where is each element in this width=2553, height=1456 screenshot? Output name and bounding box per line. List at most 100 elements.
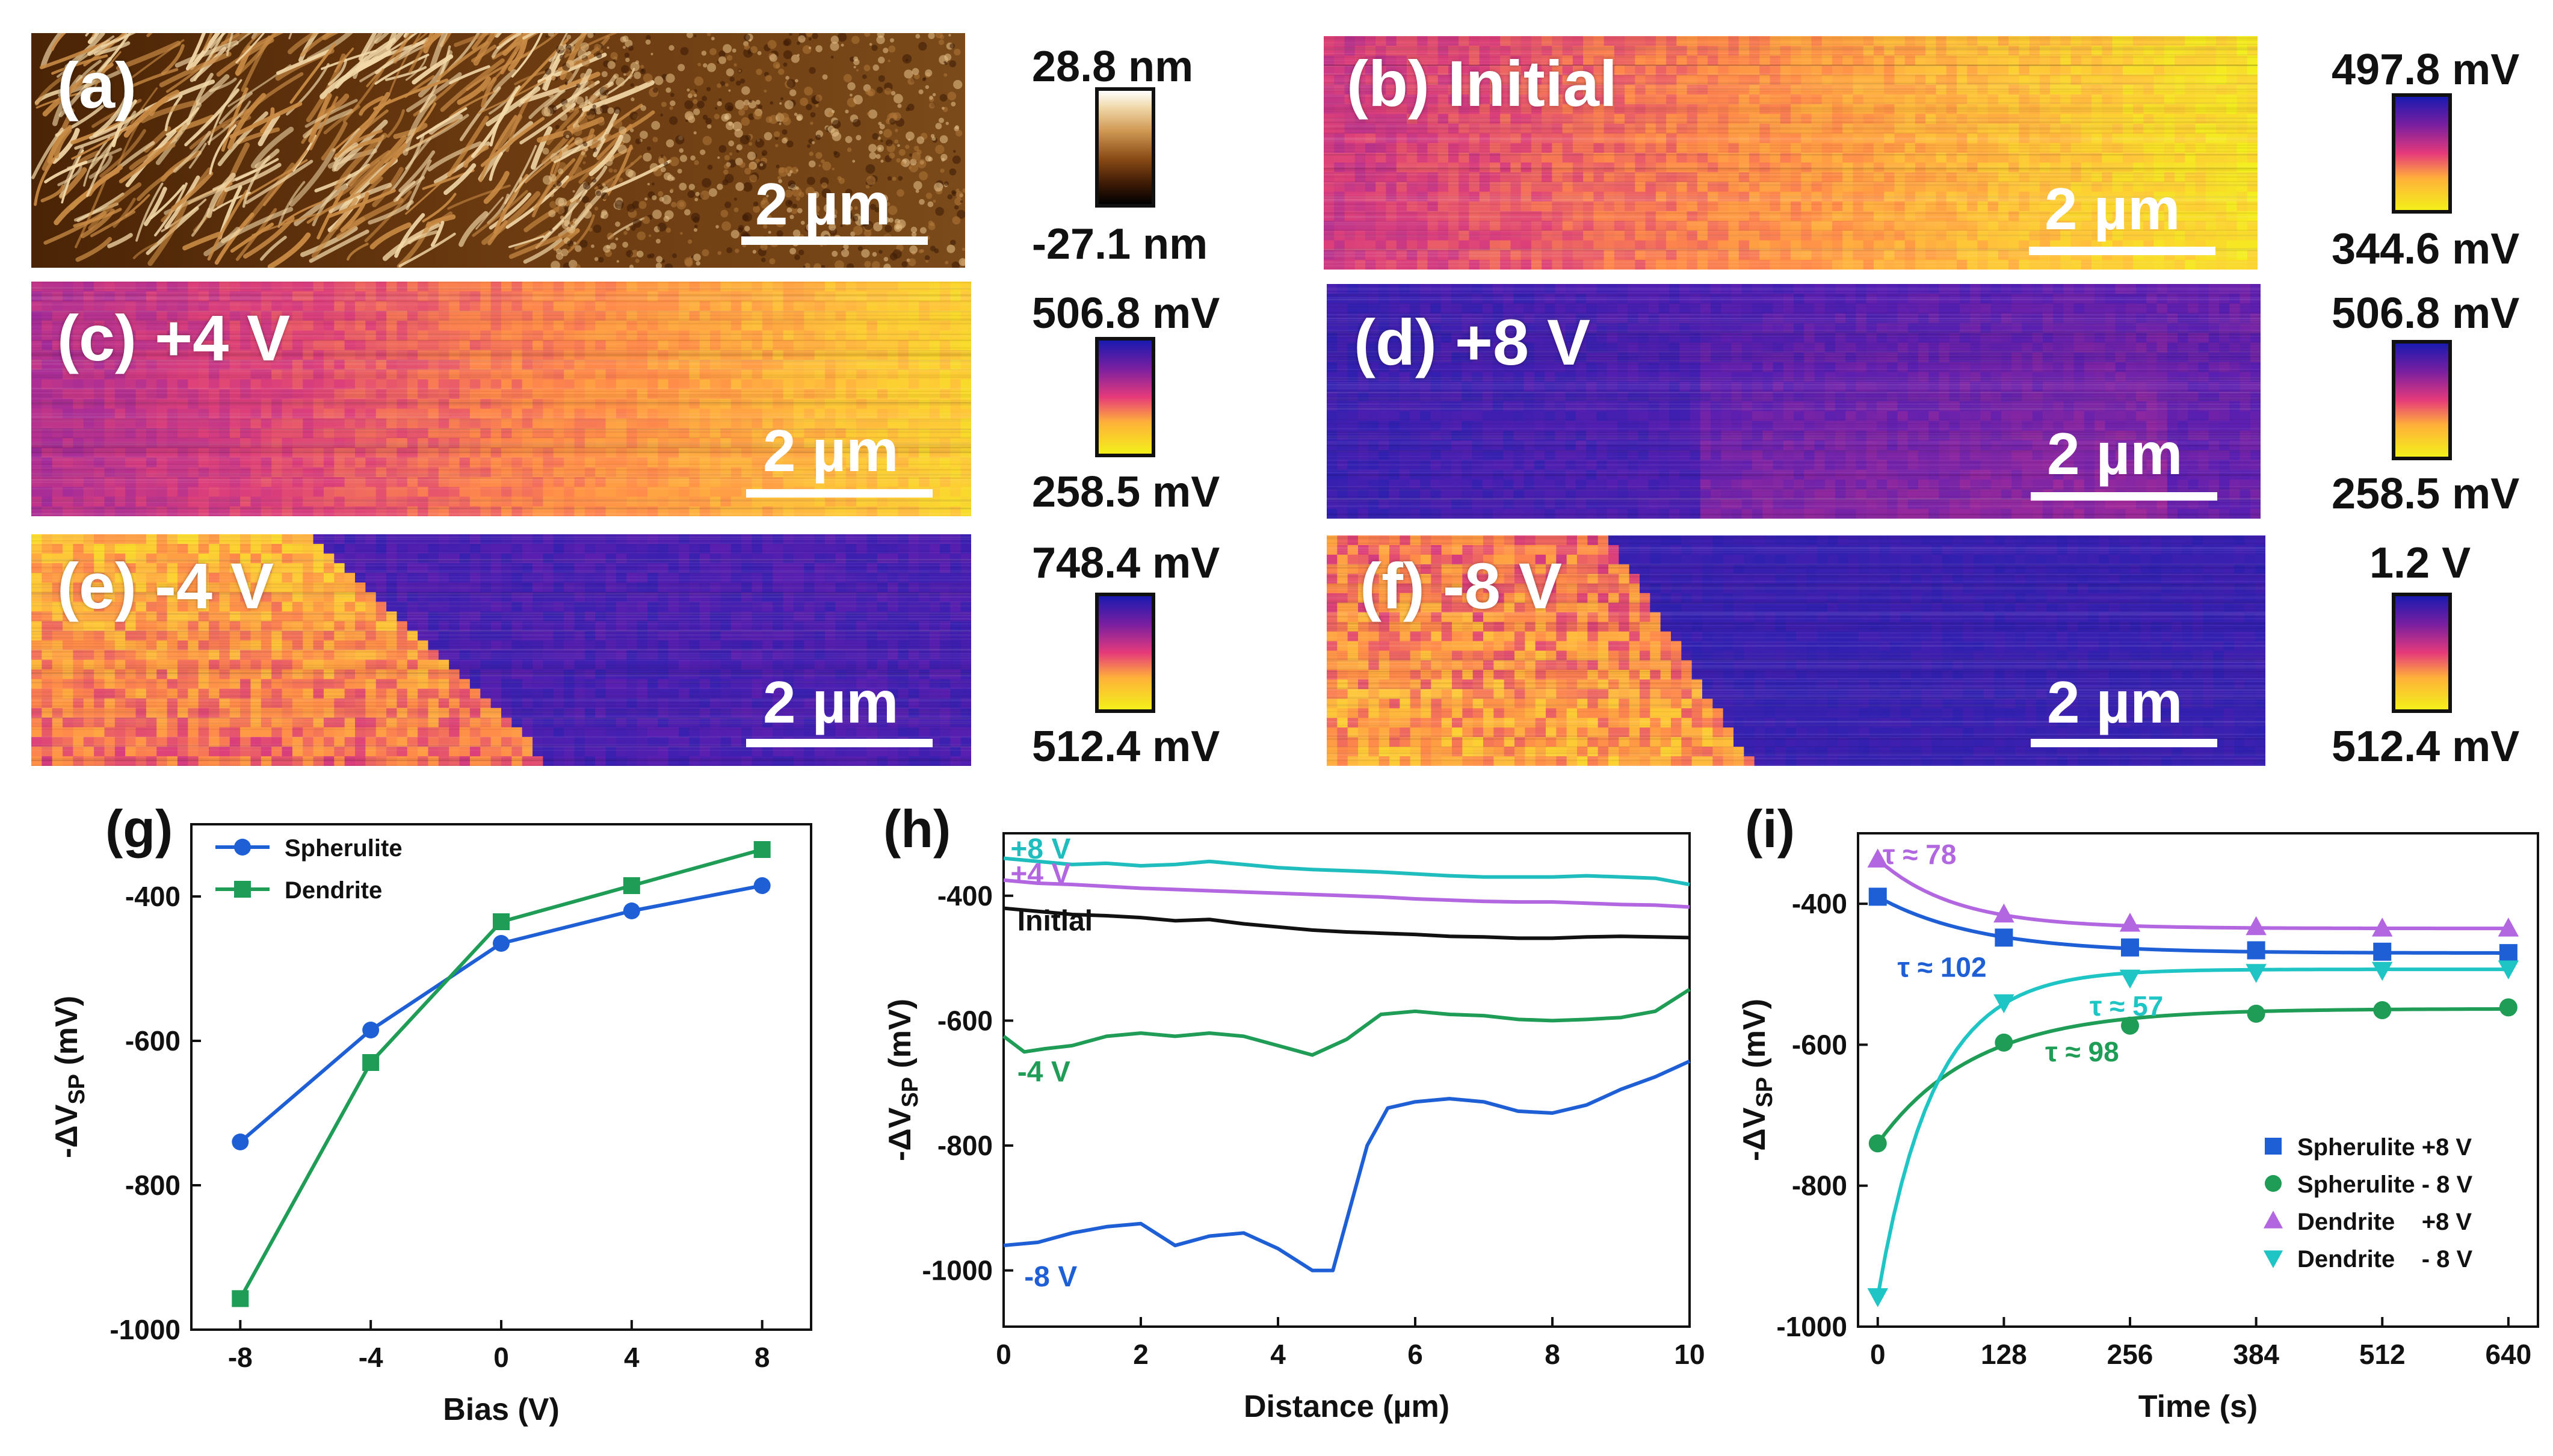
x-tick-label: 384 (2233, 1339, 2279, 1370)
x-tick-label: 512 (2359, 1339, 2406, 1370)
series-line (1002, 987, 1691, 1057)
data-point (2265, 1175, 2282, 1192)
x-tick-label: 0 (1870, 1339, 1886, 1370)
tau-annotation: τ ≈ 57 (2090, 990, 2164, 1022)
map-e-scale-bar (746, 739, 933, 747)
data-point (362, 1054, 380, 1071)
line-label: -8 V (1024, 1261, 1077, 1293)
map-b-colorbar (2392, 93, 2452, 214)
map-c (31, 282, 971, 516)
x-tick-label: 0 (493, 1342, 509, 1373)
legend-entry: Dendrite - 8 V (2297, 1246, 2472, 1272)
map-a-cbar-min: -27.1 nm (1032, 220, 1208, 268)
y-axis-label: -ΔVSP (mV) (49, 996, 90, 1158)
data-point (753, 877, 771, 894)
map-c-cbar-max: 506.8 mV (1032, 289, 1220, 338)
x-tick-label: 8 (755, 1342, 770, 1373)
legend-entry: Spherulite (285, 835, 403, 862)
line-label: Initial (1017, 905, 1093, 937)
x-tick-label: 0 (996, 1339, 1011, 1370)
fit-curve (1876, 858, 2508, 931)
chart-label: (h) (883, 799, 951, 859)
chart-g: (g) -8 -4 0 4 8 -1000 -800 -600 -400 Bias (V) -ΔVSP… (49, 799, 812, 1427)
y-tick-label: -600 (937, 1005, 993, 1036)
map-b-cbar-max: 497.8 mV (2332, 46, 2520, 94)
chart-label: (i) (1745, 799, 1795, 859)
y-tick-label: -600 (1792, 1029, 1847, 1060)
map-e-label: (e) -4 V (57, 549, 274, 622)
map-e (31, 534, 971, 766)
map-texture (31, 33, 965, 268)
series-line (1003, 878, 1690, 909)
map-e-scale-label: 2 µm (763, 669, 899, 735)
fit-curve (1876, 1007, 2508, 1145)
x-tick-label: 4 (1270, 1339, 1286, 1370)
line-label: +8 V (1010, 833, 1070, 865)
map-d-scale-label: 2 µm (2047, 421, 2183, 487)
data-point (2498, 918, 2519, 937)
map-c-colorbar (1095, 337, 1155, 457)
x-axis-label: Time (s) (2138, 1389, 2258, 1424)
x-tick-label: 8 (1545, 1339, 1560, 1370)
y-tick-label: -1000 (922, 1255, 993, 1286)
map-f-colorbar (2392, 593, 2452, 713)
data-point (1993, 994, 2014, 1014)
map-a (31, 33, 965, 268)
tau-annotation: τ ≈ 98 (2045, 1036, 2119, 1067)
map-texture (31, 282, 971, 516)
x-tick-label: 256 (2107, 1339, 2153, 1370)
data-point (1995, 928, 2013, 947)
map-d-colorbar (2392, 340, 2452, 460)
map-d-label: (d) +8 V (1354, 306, 1591, 378)
map-d-scale-bar (2031, 492, 2217, 501)
map-texture (1327, 535, 2265, 766)
data-point (232, 1290, 249, 1307)
data-point (623, 877, 640, 894)
map-a-scale-label: 2 µm (755, 171, 891, 237)
map-f-label: (f) -8 V (1360, 549, 1562, 622)
plot-frame (1002, 832, 1691, 1328)
data-point (2247, 941, 2265, 960)
data-point (2265, 1138, 2282, 1155)
map-c-label: (c) +4 V (57, 301, 291, 374)
y-tick-label: -1000 (110, 1314, 181, 1345)
data-point (2263, 1250, 2283, 1268)
y-tick-label: -1000 (1776, 1311, 1847, 1342)
plots-row: (g) -8 -4 0 4 8 -1000 -800 -600 -400 Bias (V) -ΔVSP… (49, 799, 2539, 1427)
map-texture (31, 534, 971, 766)
data-point (1867, 848, 1889, 868)
map-f-scale-label: 2 µm (2047, 669, 2183, 735)
x-tick-label: 128 (1981, 1339, 2027, 1370)
data-point (2121, 1016, 2139, 1035)
line-label: +4 V (1010, 858, 1070, 890)
map-b-label: (b) Initial (1347, 47, 1617, 120)
x-tick-label: 10 (1674, 1339, 1705, 1370)
map-texture (1324, 36, 2258, 270)
x-tick-label: 2 (1133, 1339, 1149, 1370)
y-tick-label: -400 (1792, 888, 1847, 919)
tau-annotation: τ ≈ 78 (1883, 839, 1957, 870)
x-axis-label: Distance (µm) (1244, 1389, 1449, 1424)
legend-entry: Dendrite (285, 877, 382, 904)
map-f-cbar-min: 512.4 mV (2332, 723, 2520, 771)
series-line (1003, 1060, 1691, 1272)
y-axis-label: -ΔVSP (mV) (883, 999, 923, 1161)
chart-label: (g) (105, 799, 173, 859)
map-c-scale-bar (746, 489, 933, 498)
map-e-cbar-min: 512.4 mV (1032, 723, 1220, 771)
map-f-scale-bar (2031, 739, 2217, 747)
y-tick-label: -400 (937, 880, 993, 912)
map-b-scale-bar (2029, 247, 2215, 255)
data-point (2246, 916, 2267, 936)
map-f (1327, 535, 2265, 766)
y-tick-label: -800 (1792, 1170, 1847, 1202)
y-axis-label: -ΔVSP (mV) (1737, 999, 1777, 1161)
data-point (623, 902, 640, 919)
data-point (2246, 964, 2267, 983)
map-a-scale-bar (741, 236, 928, 245)
data-point (1868, 887, 1887, 906)
map-b-cbar-min: 344.6 mV (2332, 225, 2520, 273)
chart-h: (h) 0 2 4 6 8 10 -1000 -800 -600 -400 Distance (µm)… (883, 799, 1705, 1424)
tau-annotation: τ ≈ 102 (1898, 952, 1987, 983)
y-tick-label: -800 (125, 1170, 181, 1201)
